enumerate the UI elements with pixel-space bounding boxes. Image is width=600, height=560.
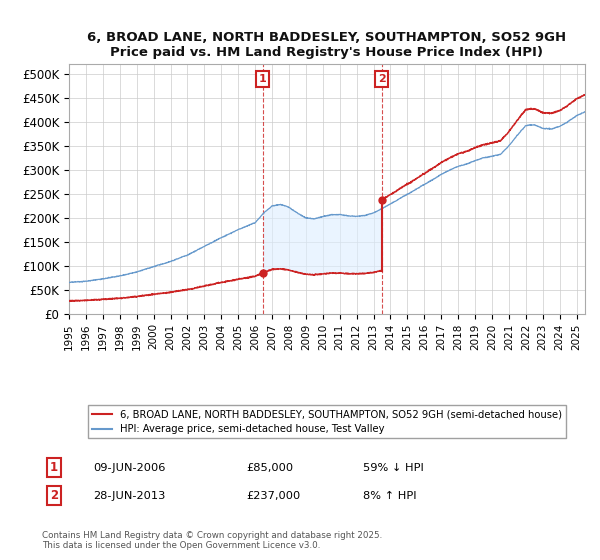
Text: 8% ↑ HPI: 8% ↑ HPI [363,491,416,501]
Text: 09-JUN-2006: 09-JUN-2006 [93,463,166,473]
Legend: 6, BROAD LANE, NORTH BADDESLEY, SOUTHAMPTON, SO52 9GH (semi-detached house), HPI: 6, BROAD LANE, NORTH BADDESLEY, SOUTHAMP… [88,405,566,438]
Text: 2: 2 [50,489,58,502]
Text: £85,000: £85,000 [246,463,293,473]
Text: 28-JUN-2013: 28-JUN-2013 [93,491,166,501]
Text: 1: 1 [50,461,58,474]
Text: 59% ↓ HPI: 59% ↓ HPI [363,463,424,473]
Text: Contains HM Land Registry data © Crown copyright and database right 2025.
This d: Contains HM Land Registry data © Crown c… [42,530,382,550]
Text: 2: 2 [378,74,386,84]
Title: 6, BROAD LANE, NORTH BADDESLEY, SOUTHAMPTON, SO52 9GH
Price paid vs. HM Land Reg: 6, BROAD LANE, NORTH BADDESLEY, SOUTHAMP… [88,31,566,59]
Text: £237,000: £237,000 [246,491,300,501]
Text: 1: 1 [259,74,266,84]
